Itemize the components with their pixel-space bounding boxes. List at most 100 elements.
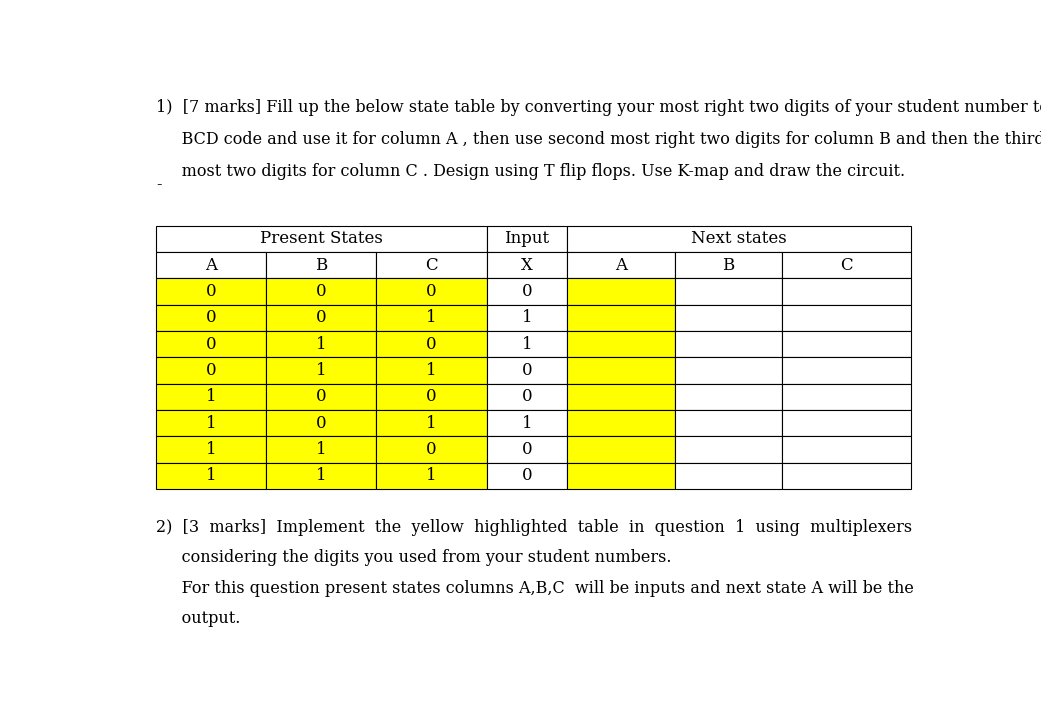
Bar [156, 384, 265, 410]
Text: 1: 1 [522, 309, 532, 327]
Text: For this question present states columns A,B,C  will be inputs and next state A : For this question present states columns… [156, 580, 914, 597]
Text: 0: 0 [315, 309, 326, 327]
Text: 0: 0 [426, 441, 437, 458]
Bar [265, 278, 376, 304]
Bar [487, 225, 567, 252]
Text: 1: 1 [205, 389, 217, 406]
Bar [376, 331, 487, 357]
Bar [156, 436, 265, 463]
Bar [376, 357, 487, 384]
Text: 1: 1 [315, 336, 326, 353]
Bar [487, 331, 567, 357]
Text: 1: 1 [205, 415, 217, 431]
Text: 1: 1 [426, 362, 437, 379]
Text: C: C [840, 257, 853, 274]
Text: 0: 0 [522, 441, 532, 458]
Bar [156, 357, 265, 384]
Bar [782, 410, 911, 436]
Text: 1: 1 [315, 468, 326, 484]
Text: 1: 1 [426, 468, 437, 484]
Bar [675, 304, 782, 331]
Bar [265, 436, 376, 463]
Bar [567, 225, 911, 252]
Text: B: B [722, 257, 735, 274]
Bar [265, 331, 376, 357]
Bar [376, 463, 487, 489]
Bar [487, 304, 567, 331]
Text: 0: 0 [205, 283, 217, 300]
Text: 1: 1 [426, 415, 437, 431]
Bar [265, 252, 376, 278]
Bar [567, 304, 675, 331]
Bar [567, 463, 675, 489]
Text: X: X [522, 257, 533, 274]
Bar [487, 436, 567, 463]
Text: 0: 0 [426, 336, 437, 353]
Bar [265, 463, 376, 489]
Bar [156, 278, 265, 304]
Bar [487, 278, 567, 304]
Text: 0: 0 [315, 283, 326, 300]
Bar [567, 384, 675, 410]
Bar [376, 410, 487, 436]
Bar [675, 384, 782, 410]
Bar [265, 304, 376, 331]
Bar [156, 331, 265, 357]
Text: 1: 1 [522, 415, 532, 431]
Bar [376, 384, 487, 410]
Bar [487, 252, 567, 278]
Bar [156, 304, 265, 331]
Text: 0: 0 [522, 362, 532, 379]
Bar [567, 331, 675, 357]
Bar [567, 436, 675, 463]
Bar [675, 278, 782, 304]
Text: considering the digits you used from your student numbers.: considering the digits you used from you… [156, 550, 671, 566]
Bar [156, 410, 265, 436]
Bar [782, 436, 911, 463]
Bar [487, 384, 567, 410]
Text: 1: 1 [315, 362, 326, 379]
Text: A: A [205, 257, 217, 274]
Text: 2)  [3  marks]  Implement  the  yellow  highlighted  table  in  question  1  usi: 2) [3 marks] Implement the yellow highli… [156, 519, 912, 536]
Text: A: A [615, 257, 627, 274]
Bar [156, 463, 265, 489]
Bar [376, 436, 487, 463]
Text: 1: 1 [522, 336, 532, 353]
Bar [376, 278, 487, 304]
Text: C: C [425, 257, 438, 274]
Text: 0: 0 [522, 283, 532, 300]
Bar [782, 278, 911, 304]
Text: 0: 0 [522, 468, 532, 484]
Bar [567, 278, 675, 304]
Bar [487, 463, 567, 489]
Text: Present States: Present States [260, 230, 383, 247]
Text: BCD code and use it for column A , then use second most right two digits for col: BCD code and use it for column A , then … [156, 131, 1041, 148]
Text: 0: 0 [426, 389, 437, 406]
Bar [782, 384, 911, 410]
Bar [156, 252, 265, 278]
Bar [567, 252, 675, 278]
Bar [376, 252, 487, 278]
Text: 0: 0 [315, 389, 326, 406]
Bar [675, 410, 782, 436]
Bar [675, 331, 782, 357]
Text: Input: Input [505, 230, 550, 247]
Text: 1: 1 [205, 468, 217, 484]
Text: Next states: Next states [691, 230, 787, 247]
Bar [487, 410, 567, 436]
Text: 1: 1 [205, 441, 217, 458]
Bar [675, 252, 782, 278]
Text: -: - [156, 176, 161, 193]
Bar [156, 225, 487, 252]
Bar [675, 463, 782, 489]
Bar [782, 331, 911, 357]
Text: 0: 0 [315, 415, 326, 431]
Text: 0: 0 [426, 283, 437, 300]
Bar [265, 357, 376, 384]
Text: output.: output. [156, 610, 240, 627]
Bar [782, 304, 911, 331]
Text: 1)  [7 marks] Fill up the below state table by converting your most right two di: 1) [7 marks] Fill up the below state tab… [156, 99, 1041, 116]
Bar [265, 384, 376, 410]
Bar [487, 357, 567, 384]
Text: 0: 0 [205, 362, 217, 379]
